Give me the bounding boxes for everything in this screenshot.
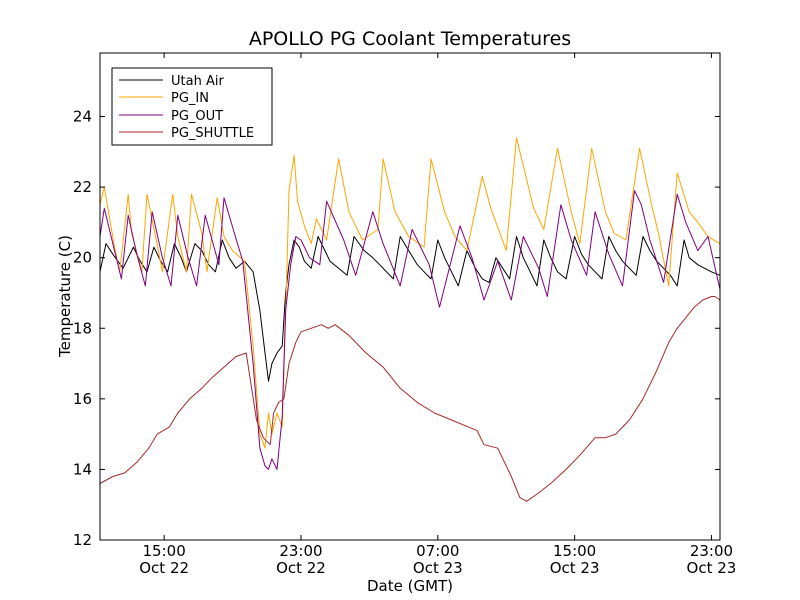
chart-title: APOLLO PG Coolant Temperatures bbox=[249, 28, 571, 50]
x-tick-label-date: Oct 23 bbox=[550, 559, 600, 577]
x-tick-label-time: 15:00 bbox=[553, 542, 596, 560]
x-tick-label-date: Oct 23 bbox=[687, 559, 737, 577]
x-tick-label-date: Oct 23 bbox=[413, 559, 463, 577]
series-line-pg-shuttle bbox=[99, 296, 721, 502]
x-tick-label-date: Oct 22 bbox=[139, 559, 189, 577]
y-tick-label: 12 bbox=[73, 531, 92, 549]
y-tick-label: 20 bbox=[73, 249, 92, 267]
series-line-pg-in bbox=[99, 137, 721, 449]
y-tick-label: 24 bbox=[73, 108, 92, 126]
y-tick-label: 14 bbox=[73, 460, 92, 478]
legend-label-pg-shuttle: PG_SHUTTLE bbox=[171, 126, 254, 141]
x-tick-label-time: 23:00 bbox=[690, 542, 733, 560]
x-axis-label: Date (GMT) bbox=[367, 577, 453, 595]
legend-label-utah-air: Utah Air bbox=[171, 74, 224, 89]
y-axis: 12 14 16 18 20 22 24 bbox=[73, 108, 720, 549]
series-line-utah-air bbox=[99, 236, 721, 382]
legend: Utah Air PG_IN PG_OUT PG_SHUTTLE bbox=[111, 67, 273, 146]
x-tick-label-time: 15:00 bbox=[143, 542, 186, 560]
series-line-pg-out bbox=[99, 190, 721, 470]
plot-frame bbox=[99, 52, 721, 541]
legend-label-pg-in: PG_IN bbox=[171, 91, 209, 106]
y-tick-label: 22 bbox=[73, 178, 92, 196]
y-axis-label: Temperature (C) bbox=[56, 235, 74, 358]
x-tick-label-date: Oct 22 bbox=[276, 559, 326, 577]
x-tick-label-time: 23:00 bbox=[279, 542, 322, 560]
legend-label-pg-out: PG_OUT bbox=[171, 109, 223, 124]
y-tick-label: 18 bbox=[73, 319, 92, 337]
x-tick-label-time: 07:00 bbox=[416, 542, 459, 560]
y-tick-label: 16 bbox=[73, 390, 92, 408]
series-layer bbox=[99, 137, 721, 502]
